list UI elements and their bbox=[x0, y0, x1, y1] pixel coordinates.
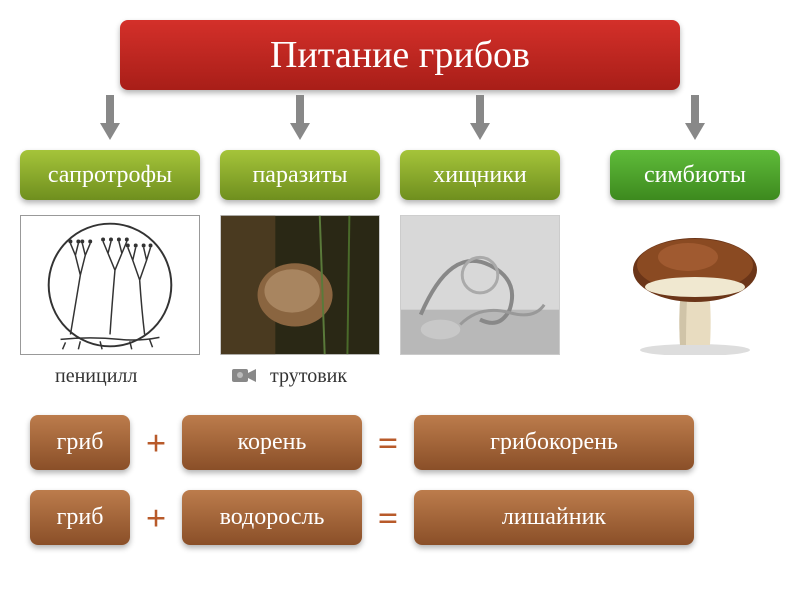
eq-label: гриб bbox=[57, 429, 104, 456]
eq-box-vodorosl: водоросль bbox=[182, 490, 362, 545]
eq-box-grib: гриб bbox=[30, 490, 130, 545]
eq-label: грибокорень bbox=[490, 429, 618, 456]
arrow-3 bbox=[470, 95, 490, 140]
equals-icon: = bbox=[370, 422, 406, 464]
title-text: Питание грибов bbox=[270, 33, 530, 77]
equation-2: гриб + водоросль = лишайник bbox=[30, 490, 694, 545]
category-label: симбиоты bbox=[644, 162, 746, 189]
caption-trutovik: трутовик bbox=[270, 365, 347, 388]
eq-label: гриб bbox=[57, 504, 104, 531]
eq-box-gribokoren: грибокорень bbox=[414, 415, 694, 470]
equation-1: гриб + корень = грибокорень bbox=[30, 415, 694, 470]
arrow-1 bbox=[100, 95, 120, 140]
image-symbiont bbox=[610, 215, 780, 355]
eq-label: лишайник bbox=[502, 504, 606, 531]
arrow-2 bbox=[290, 95, 310, 140]
category-label: сапротрофы bbox=[48, 162, 172, 189]
eq-box-lishainik: лишайник bbox=[414, 490, 694, 545]
title-box: Питание грибов bbox=[120, 20, 680, 90]
eq-label: водоросль bbox=[220, 504, 325, 531]
category-symbionts: симбиоты bbox=[610, 150, 780, 200]
plus-icon: + bbox=[138, 422, 174, 464]
image-predator bbox=[400, 215, 560, 355]
category-label: паразиты bbox=[252, 162, 347, 189]
plus-icon: + bbox=[138, 497, 174, 539]
category-parasites: паразиты bbox=[220, 150, 380, 200]
image-trutovik bbox=[220, 215, 380, 355]
caption-penicill: пеницилл bbox=[55, 365, 137, 388]
eq-box-koren: корень bbox=[182, 415, 362, 470]
eq-label: корень bbox=[238, 429, 307, 456]
arrow-4 bbox=[685, 95, 705, 140]
image-penicill bbox=[20, 215, 200, 355]
camera-icon bbox=[230, 365, 258, 385]
category-label: хищники bbox=[433, 162, 527, 189]
category-predators: хищники bbox=[400, 150, 560, 200]
eq-box-grib: гриб bbox=[30, 415, 130, 470]
category-saprotrophs: сапротрофы bbox=[20, 150, 200, 200]
equals-icon: = bbox=[370, 497, 406, 539]
